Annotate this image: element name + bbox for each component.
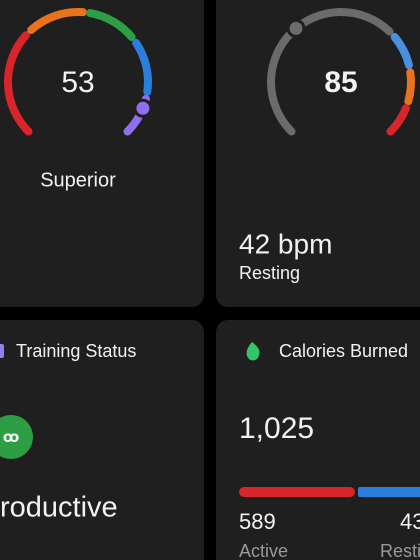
- gauge-segment: [386, 104, 410, 136]
- gauge-segment: [86, 9, 136, 42]
- gauge-segment: [4, 31, 33, 136]
- active-bar: [239, 487, 355, 497]
- card-title: Calories Burned: [279, 341, 408, 361]
- gauge-marker: [133, 98, 153, 118]
- gauge-marker: [286, 18, 306, 38]
- active-label: Active: [239, 541, 288, 560]
- flame-icon: [246, 342, 260, 361]
- gauge-segment: [390, 33, 413, 70]
- card[interactable]: [0, 0, 204, 307]
- gauge-segment: [27, 8, 87, 34]
- card[interactable]: [216, 320, 420, 560]
- status-icon-glyph: ꝏ: [3, 429, 20, 446]
- resting-calories: 43: [400, 509, 420, 534]
- calories-total: 1,025: [239, 412, 314, 445]
- active-calories: 589: [239, 509, 276, 534]
- resting-bar: [358, 487, 420, 497]
- gauge-segment: [404, 68, 415, 106]
- icon: [0, 344, 4, 358]
- reading: 42 bpm: [239, 228, 332, 259]
- gauges: [4, 8, 415, 136]
- resting-label: Resti: [380, 541, 420, 560]
- reading-label: Resting: [239, 263, 300, 283]
- gauge-value: 85: [324, 66, 357, 99]
- card[interactable]: [216, 0, 420, 307]
- gauge-label: Superior: [40, 169, 116, 191]
- card[interactable]: [0, 320, 204, 560]
- card-title: Training Status: [16, 341, 136, 361]
- status-icon: [0, 415, 33, 459]
- gauge-segment: [132, 38, 152, 96]
- status: roductive: [0, 492, 118, 524]
- gauge-value: 53: [61, 66, 94, 99]
